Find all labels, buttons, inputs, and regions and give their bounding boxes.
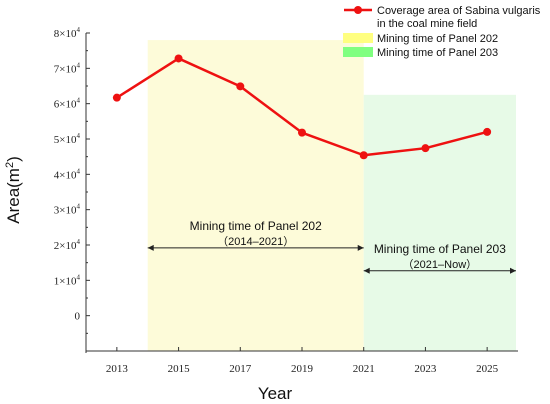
legend-series-label-line2: in the coal mine field [377,18,477,30]
y-tick-label: 6×104 [54,97,81,111]
y-tick-label: 4×104 [54,167,81,181]
legend-label-panel-202: Mining time of Panel 202 [377,33,498,45]
annotation-arrowhead-left-202 [147,244,154,251]
legend-point-marker [354,6,362,14]
x-tick-label: 2013 [106,363,129,375]
annotations: Mining time of Panel 202 （2014–2021） Minin… [147,219,516,274]
legend: Coverage area of Sabina vulgaris in the … [343,5,541,59]
data-point [236,82,245,91]
region-panel-203 [363,94,516,351]
legend-label-panel-203: Mining time of Panel 203 [377,47,498,59]
legend-swatch-panel-202 [343,33,373,43]
data-point [174,54,183,63]
region-panel-202 [147,40,364,352]
y-axis-label: Area(m2) [4,156,23,224]
annotation-arrowhead-right-203 [510,267,516,274]
data-point [483,127,492,136]
legend-series-label-line1: Coverage area of Sabina vulgaris [377,5,541,17]
x-axis-label: Year [258,384,293,403]
annotation-arrowhead-left-203 [363,267,370,274]
annotation-period-203: （2021–Now） [403,258,478,271]
x-tick-label: 2021 [353,363,375,375]
mining-period-regions [147,40,516,352]
x-tick-label: 2023 [414,363,437,375]
data-point [112,93,121,102]
y-tick-label: 5×104 [54,132,81,146]
y-tick-label: 8×104 [54,26,81,40]
y-tick-label: 1×104 [54,273,81,287]
x-tick-label: 2017 [229,363,252,375]
y-tick-label: 3×104 [54,203,81,217]
x-tick-label: 2025 [476,363,499,375]
annotation-period-202: （2014–2021） [217,235,294,248]
axes: 8×104 7×104 6×104 5×104 4×104 3×104 2×104 1×104… [54,26,518,375]
x-tick-label: 2015 [168,363,191,375]
data-point [421,144,430,153]
data-point [298,128,306,137]
y-tick-label: 0 [75,311,81,323]
annotation-title-203: Mining time of Panel 203 [374,242,506,256]
y-tick-label: 7×104 [54,61,81,75]
x-tick-label: 2019 [291,363,314,375]
data-point [359,151,368,160]
series-layer [112,54,492,160]
y-tick-label: 2×104 [54,238,81,252]
annotation-title-202: Mining time of Panel 202 [190,219,322,233]
legend-swatch-panel-203 [343,47,373,57]
annotation-arrowhead-right-202 [357,244,364,251]
